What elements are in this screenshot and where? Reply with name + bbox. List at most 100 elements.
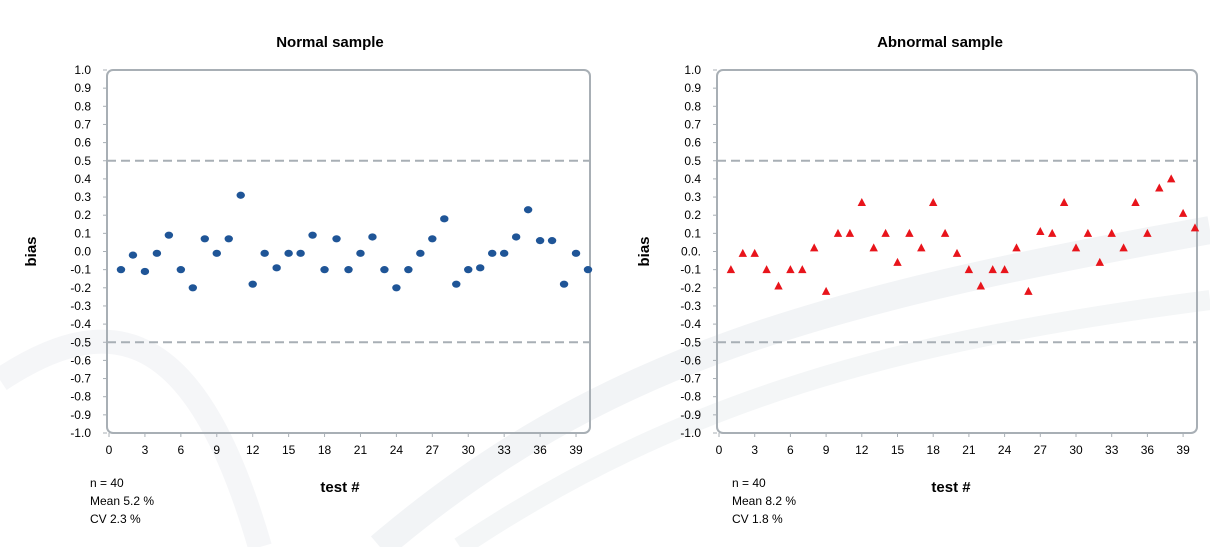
data-point	[857, 197, 866, 206]
data-point	[212, 249, 221, 257]
y-tick-label: 0.1	[74, 226, 91, 240]
data-point	[523, 206, 533, 214]
y-tick-label: 0.5	[684, 154, 701, 168]
y-tick-label: -0.5	[70, 335, 91, 349]
y-tick-label: -0.2	[680, 281, 701, 295]
data-point	[260, 249, 269, 257]
data-point	[1000, 265, 1009, 274]
data-point	[810, 243, 819, 252]
y-tick-label: -0.8	[70, 390, 91, 404]
y-tick-label: 0.1	[684, 226, 701, 240]
x-tick-label: 0	[106, 443, 113, 457]
sample-mean: Mean 8.2 %	[732, 494, 797, 508]
x-tick-label: 6	[787, 443, 794, 457]
data-point	[440, 215, 449, 223]
data-point	[1059, 197, 1069, 206]
x-tick-label: 18	[927, 443, 941, 457]
data-point	[583, 266, 593, 274]
y-tick-label: -0.4	[70, 317, 91, 331]
data-point	[964, 265, 974, 274]
x-tick-label: 33	[1105, 443, 1119, 457]
x-tick-label: 9	[213, 443, 220, 457]
y-tick-label: 0.0	[74, 245, 91, 259]
data-point	[833, 228, 843, 237]
data-point	[1107, 228, 1116, 237]
data-point	[559, 280, 569, 288]
data-point	[116, 266, 126, 274]
y-tick-label: -1.0	[70, 426, 91, 440]
data-point	[224, 235, 233, 243]
y-tick-label: 0.2	[74, 208, 91, 222]
data-point	[176, 266, 186, 274]
abnormal-sample-stats: n = 40 Mean 8.2 % CV 1.8 %	[732, 474, 796, 528]
data-point	[798, 265, 807, 274]
data-point	[1048, 228, 1057, 237]
data-point	[1167, 174, 1176, 183]
y-tick-label: 0.4	[74, 172, 91, 186]
data-point	[1155, 183, 1164, 192]
y-tick-label: -0.6	[70, 353, 91, 367]
y-tick-label: 0.9	[684, 81, 701, 95]
data-point	[535, 237, 545, 245]
data-point	[893, 257, 902, 266]
x-tick-label: 12	[246, 443, 260, 457]
abnormal-sample-panel: Abnormal sample 1.0 0.9 0.8 0.7 0.6 0.5 0.4 0.3 0…	[605, 0, 1210, 547]
data-point	[917, 243, 926, 252]
data-point	[404, 266, 413, 274]
data-point	[1036, 227, 1045, 236]
data-point	[464, 266, 473, 274]
data-point	[738, 248, 747, 257]
y-tick-label: -0.9	[70, 408, 91, 422]
y-tick-label: -0.6	[680, 353, 701, 367]
data-point	[845, 228, 855, 237]
y-tick-label: 1.0	[74, 63, 91, 77]
x-tick-label: 24	[998, 443, 1012, 457]
data-point	[976, 281, 985, 290]
data-point	[1083, 228, 1093, 237]
x-tick-label: 39	[569, 443, 583, 457]
data-point	[428, 235, 437, 243]
data-point	[356, 249, 365, 257]
y-tick-label: -0.7	[70, 372, 91, 386]
y-tick-label: 0.2	[684, 208, 701, 222]
x-tick-label: 36	[533, 443, 547, 457]
y-tick-label: -0.3	[70, 299, 91, 313]
x-tick-label: 3	[142, 443, 149, 457]
y-tick-label: -0.8	[680, 390, 701, 404]
x-tick-label: 6	[178, 443, 185, 457]
y-tick-label: 0.4	[684, 172, 701, 186]
data-point	[750, 248, 759, 257]
data-point	[881, 228, 890, 237]
y-tick-label: -0.7	[680, 372, 701, 386]
data-point	[905, 228, 914, 237]
x-tick-label: 15	[891, 443, 905, 457]
data-point	[547, 237, 557, 245]
data-point	[164, 231, 174, 239]
data-point	[1190, 223, 1200, 232]
normal-sample-chart: Normal sample 1.0 0.9 0.8 0.7 0.6 0.5 0.4 0.3 0.2…	[23, 34, 593, 496]
y-tick-label: -0.1	[70, 263, 91, 277]
y-tick-label: -0.4	[680, 317, 701, 331]
data-point	[284, 249, 293, 257]
y-tick-label: 0.8	[684, 99, 701, 113]
y-tick-label: -0.2	[70, 281, 91, 295]
y-tick-label: 0.9	[74, 81, 91, 95]
x-tick-label: 0	[716, 443, 723, 457]
data-point	[128, 251, 138, 259]
sample-cv: CV 2.3 %	[90, 512, 141, 526]
data-point	[152, 249, 162, 257]
data-point	[488, 249, 497, 257]
data-point	[1095, 257, 1104, 266]
normal-sample-stats: n = 40 Mean 5.2 % CV 2.3 %	[90, 474, 154, 528]
plot-area	[106, 69, 591, 434]
data-point	[1131, 197, 1140, 206]
x-axis-label: test #	[931, 479, 971, 496]
chart-title: Abnormal sample	[877, 34, 1003, 51]
data-point	[476, 264, 485, 272]
data-point	[296, 249, 305, 257]
data-point	[1143, 228, 1152, 237]
data-point	[1012, 243, 1021, 252]
y-tick-label: 0.5	[74, 154, 91, 168]
sample-count: n = 40	[90, 476, 124, 490]
